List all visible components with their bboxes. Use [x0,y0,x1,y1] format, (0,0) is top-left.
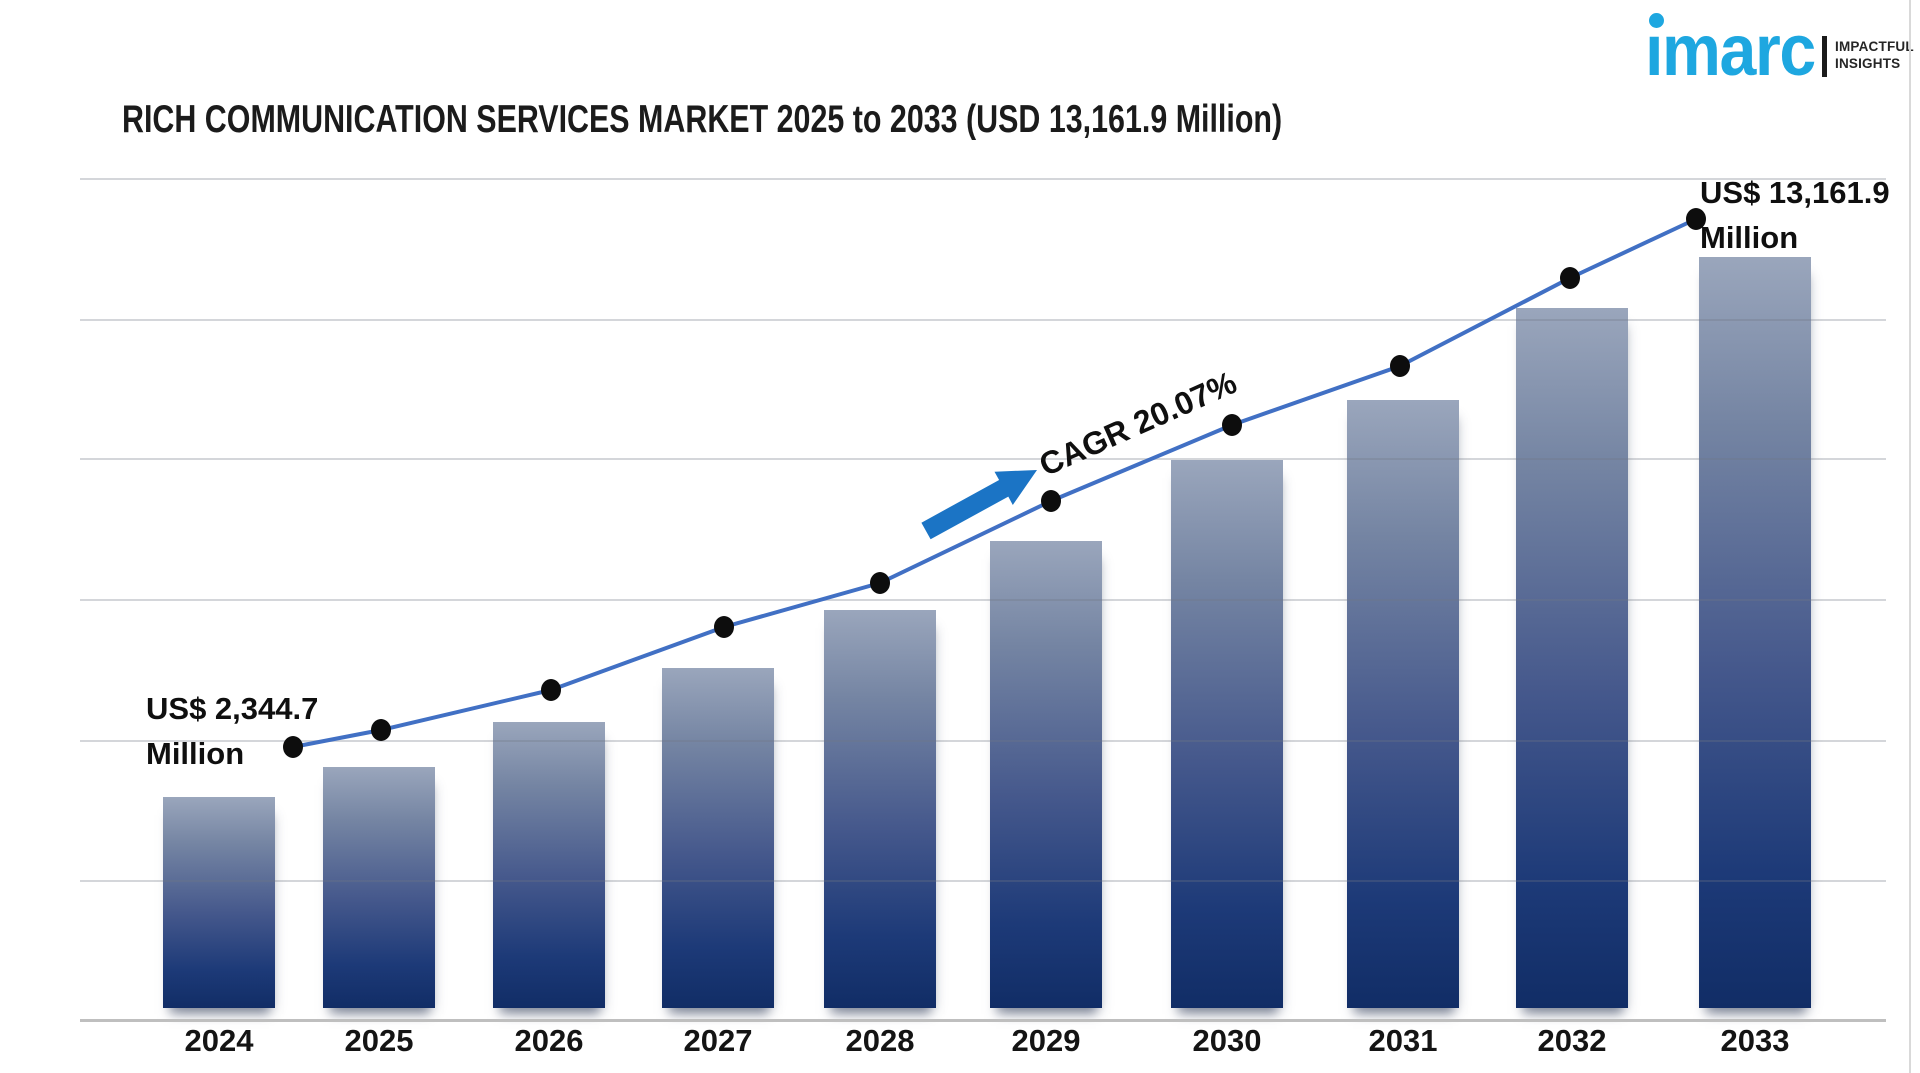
x-axis-label-2026: 2026 [514,1023,584,1058]
bar-2030 [1171,460,1283,1008]
end-value-line2: Million [1700,220,1799,255]
logo-tagline: IMPACTFUL INSIGHTS [1835,38,1914,72]
bar-2027 [662,668,774,1008]
bar-2033 [1699,257,1811,1008]
x-axis-label-2031: 2031 [1368,1023,1438,1058]
x-axis-label-2033: 2033 [1720,1023,1790,1058]
x-axis-label-2028: 2028 [845,1023,915,1058]
logo-i-dot-icon [1649,13,1664,28]
imarc-logo: ımarc IMPACTFUL INSIGHTS [1645,11,1914,91]
x-axis-label-2029: 2029 [1011,1023,1081,1058]
x-axis-label-2025: 2025 [344,1023,414,1058]
start-value-annotation: US$ 2,344.7 Million [146,686,318,776]
x-axis-line [80,1019,1886,1022]
bar-2026 [493,722,605,1008]
gridline-3 [80,599,1886,601]
end-value-annotation: US$ 13,161.9 Million [1700,170,1890,260]
gridline-4 [80,740,1886,742]
gridline-2 [80,458,1886,460]
start-value-line1: US$ 2,344.7 [146,691,319,726]
chart-title: RICH COMMUNICATION SERVICES MARKET 2025 … [122,98,1283,141]
x-axis-label-2032: 2032 [1537,1023,1607,1058]
x-axis-label-2027: 2027 [683,1023,753,1058]
bar-2031 [1347,400,1459,1008]
x-axis-label-2030: 2030 [1192,1023,1262,1058]
start-value-line2: Million [146,736,245,771]
bar-2032 [1516,308,1628,1008]
logo-tagline-line2: INSIGHTS [1835,56,1901,71]
logo-wordmark: ımarc [1645,11,1816,91]
end-value-line1: US$ 13,161.9 [1700,175,1890,210]
gridline-5 [80,880,1886,882]
bar-2029 [990,541,1102,1008]
page-right-border [1909,0,1911,1073]
gridline-0 [80,178,1886,180]
bar-2028 [824,610,936,1008]
logo-divider [1822,36,1827,77]
gridline-1 [80,319,1886,321]
x-axis-label-2024: 2024 [184,1023,254,1058]
bar-2025 [323,767,435,1008]
logo-tagline-line1: IMPACTFUL [1835,39,1914,54]
bar-2024 [163,797,275,1008]
